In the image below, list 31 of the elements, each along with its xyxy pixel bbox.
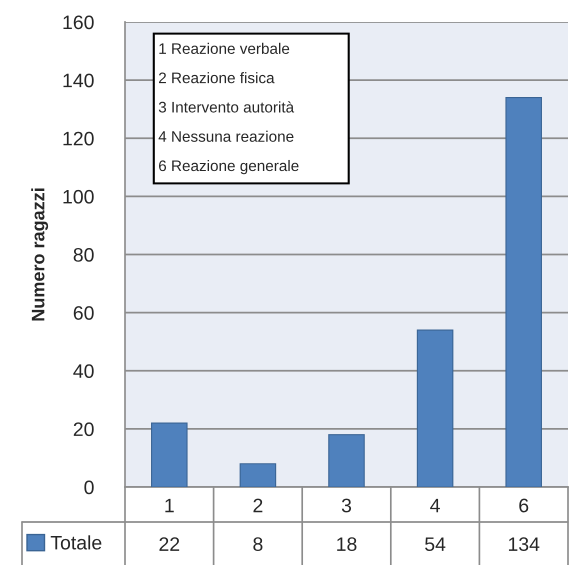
annotation: 2 Reazione fisica bbox=[158, 72, 275, 84]
bar bbox=[328, 434, 365, 487]
y-tick-label: 140 bbox=[63, 74, 94, 88]
y-tick-label: 100 bbox=[63, 190, 94, 204]
annotation: 1 Reazione verbale bbox=[159, 42, 290, 54]
x-tick-label: 2 bbox=[253, 498, 262, 512]
bar bbox=[151, 422, 188, 487]
y-tick-label: 40 bbox=[73, 364, 94, 378]
data-label: 8 bbox=[253, 537, 262, 552]
x-tick-label: 1 bbox=[165, 498, 174, 512]
data-label: 22 bbox=[159, 537, 180, 551]
data-label: 54 bbox=[425, 537, 446, 552]
bar bbox=[240, 463, 276, 487]
y-axis-title: Numero ragazzi bbox=[31, 188, 48, 321]
data-label: 18 bbox=[337, 537, 356, 552]
x-tick-label: 4 bbox=[430, 498, 440, 512]
bar bbox=[416, 330, 454, 487]
y-tick-label: 60 bbox=[74, 306, 94, 320]
annotation: 4 Nessuna reazione bbox=[158, 130, 294, 142]
y-tick-label: 80 bbox=[74, 248, 94, 262]
x-tick-label: 6 bbox=[519, 498, 528, 512]
y-tick-label: 0 bbox=[84, 480, 94, 494]
y-tick-label: 20 bbox=[74, 422, 94, 436]
y-tick-label: 120 bbox=[63, 132, 94, 146]
y-tick-label: 160 bbox=[63, 15, 94, 30]
bar bbox=[505, 97, 542, 487]
legend-label: Totale bbox=[50, 535, 102, 550]
x-tick-label: 3 bbox=[342, 498, 352, 512]
data-label: 134 bbox=[508, 537, 540, 552]
annotation: 6 Reazione generale bbox=[159, 160, 299, 174]
annotation: 3 Intervento autorità bbox=[158, 101, 294, 113]
